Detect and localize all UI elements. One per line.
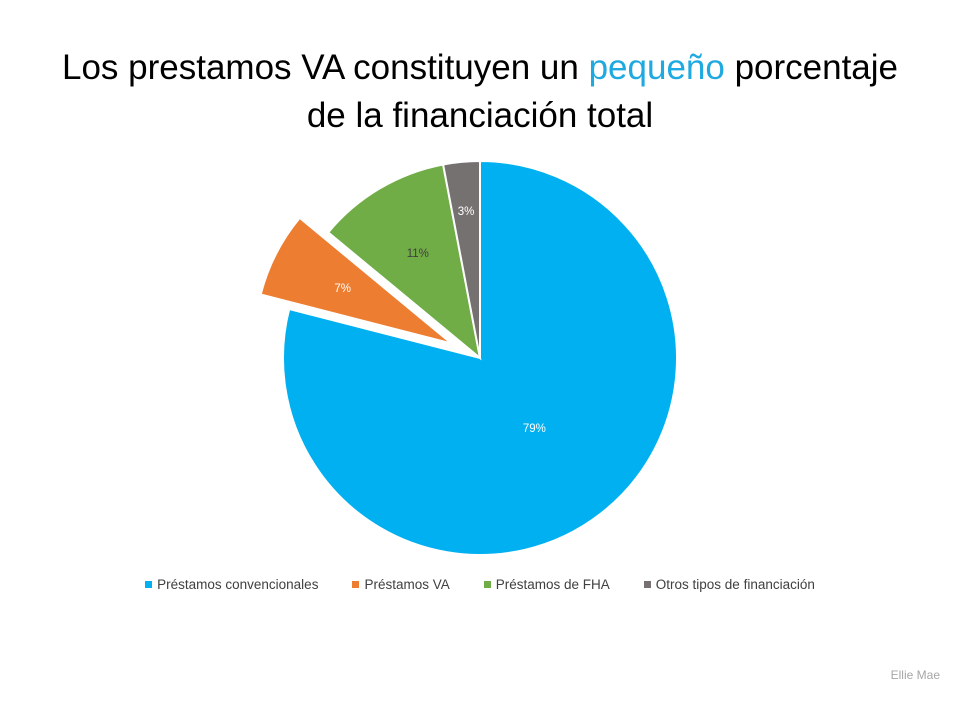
legend-label: Préstamos VA [364,577,450,592]
legend-swatch [643,581,651,588]
pie-slice-3 [441,159,481,359]
title-text-pre: Los prestamos VA constituyen un [61,48,589,87]
pie-slice-2 [326,163,482,361]
legend-swatch [145,581,153,588]
slice-label: 79% [523,423,546,435]
source-credit: Ellie Mae [890,668,940,682]
legend-swatch [352,581,360,588]
legend-item: Préstamos convencionales [145,577,318,592]
legend-label: Préstamos de FHA [495,577,610,592]
chart-title: Los prestamos VA constituyen un pequeño … [0,44,960,140]
slice-label: 3% [458,206,475,218]
legend-item: Otros tipos de financiación [643,577,815,592]
legend-swatch [483,581,491,588]
legend-label: Préstamos convencionales [157,577,319,592]
slice-label: 11% [407,248,429,260]
legend-item: Préstamos de FHA [483,577,610,592]
legend: Préstamos convencionales Préstamos VA Prés… [0,577,960,592]
title-line-1: Los prestamos VA constituyen un pequeño … [0,44,960,92]
slice-label: 7% [334,283,351,295]
title-highlight: pequeño [588,48,725,87]
legend-label: Otros tipos de financiación [655,577,815,592]
title-text-post: porcentaje [724,48,899,87]
title-line-2: de la financiación total [306,96,654,135]
pie-slice-1 [259,216,453,345]
legend-item: Préstamos VA [352,577,450,592]
